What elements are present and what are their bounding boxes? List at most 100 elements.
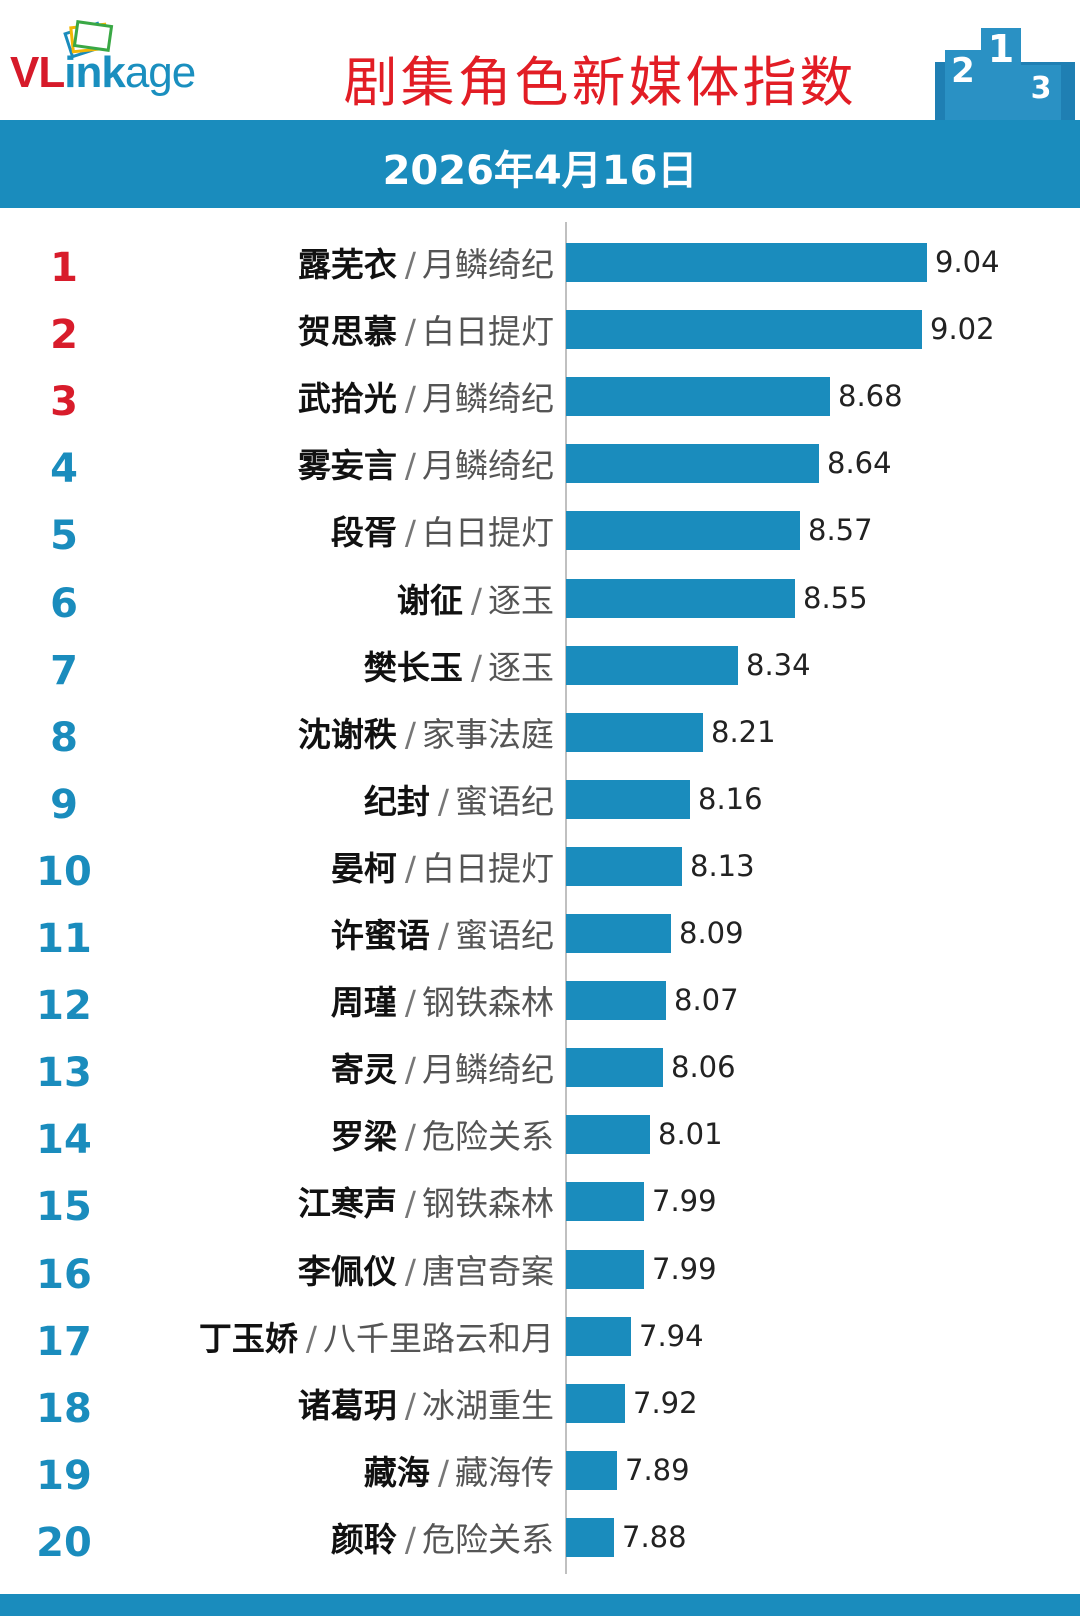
rank-number: 3 (50, 379, 78, 426)
data-label: 7.89 (625, 1452, 690, 1487)
bar-label: 诸葛玥 / 冰湖重生 (298, 1386, 554, 1426)
character-name: 谢征 (396, 580, 463, 620)
drama-name: 家事法庭 (422, 714, 554, 754)
bar (566, 1450, 617, 1490)
bar-label: 丁玉娇 / 八千里路云和月 (199, 1319, 554, 1359)
bar (566, 1182, 644, 1222)
bar-label: 罗梁 / 危险关系 (331, 1117, 554, 1157)
bar (566, 1115, 650, 1155)
chart-row: 5 段胥 / 白日提灯 8.57 (0, 503, 1080, 570)
drama-name: 蜜语纪 (455, 781, 554, 821)
drama-name: 白日提灯 (422, 513, 554, 553)
drama-name: 逐玉 (488, 580, 554, 620)
chart-row: 18 诸葛玥 / 冰湖重生 7.92 (0, 1376, 1080, 1443)
chart-row: 7 樊长玉 / 逐玉 8.34 (0, 638, 1080, 705)
bar (566, 511, 800, 551)
character-name: 樊长玉 (363, 647, 463, 687)
bar-label: 纪封 / 蜜语纪 (364, 782, 554, 822)
bar (566, 779, 690, 819)
data-label: 8.55 (803, 580, 868, 615)
rank-number: 17 (36, 1318, 92, 1365)
bar (566, 444, 819, 484)
bar (566, 1517, 614, 1557)
drama-name: 月鳞绮纪 (422, 379, 554, 419)
drama-name: 危险关系 (422, 1117, 554, 1157)
data-label: 9.02 (930, 312, 995, 347)
bar (566, 1249, 644, 1289)
bar (566, 846, 682, 886)
drama-name: 冰湖重生 (422, 1385, 554, 1425)
data-label: 8.06 (671, 1050, 736, 1085)
chart-row: 16 李佩仪 / 唐宫奇案 7.99 (0, 1242, 1080, 1309)
bar-label: 段胥 / 白日提灯 (331, 513, 554, 553)
date-band (0, 120, 1080, 208)
footer-band (0, 1594, 1080, 1616)
drama-name: 月鳞绮纪 (422, 1050, 554, 1090)
bar (566, 310, 922, 350)
data-label: 8.34 (746, 647, 811, 682)
label-separator: / (404, 446, 416, 486)
label-separator: / (404, 312, 416, 352)
bar-label: 晏柯 / 白日提灯 (331, 849, 554, 889)
chart-row: 4 雾妄言 / 月鳞绮纪 8.64 (0, 436, 1080, 503)
label-separator: / (404, 848, 416, 888)
label-separator: / (437, 916, 449, 955)
drama-name: 唐宫奇案 (422, 1251, 554, 1291)
character-name: 罗梁 (330, 1117, 397, 1157)
character-name: 纪封 (363, 781, 430, 821)
character-name: 李佩仪 (297, 1251, 397, 1291)
data-label: 8.13 (690, 848, 755, 883)
label-separator: / (404, 1117, 416, 1157)
data-label: 8.21 (711, 714, 776, 749)
data-label: 8.07 (674, 983, 739, 1018)
chart-row: 11 许蜜语 / 蜜语纪 8.09 (0, 906, 1080, 973)
svg-text:1: 1 (988, 27, 1014, 71)
drama-name: 逐玉 (488, 647, 554, 687)
character-name: 沈谢秩 (297, 714, 397, 754)
drama-name: 蜜语纪 (455, 916, 554, 955)
data-label: 7.99 (652, 1184, 717, 1219)
rank-number: 5 (50, 513, 78, 560)
rank-number: 1 (50, 245, 78, 291)
bar (566, 377, 830, 417)
label-separator: / (404, 245, 416, 284)
chart-row: 13 寄灵 / 月鳞绮纪 8.06 (0, 1040, 1080, 1107)
chart-row: 9 纪封 / 蜜语纪 8.16 (0, 772, 1080, 839)
bar (566, 1048, 663, 1088)
brand-logo: VLinkage (10, 48, 196, 97)
bar-label: 谢征 / 逐玉 (397, 581, 554, 621)
bar-label: 沈谢秩 / 家事法庭 (298, 715, 554, 755)
rank-number: 14 (36, 1117, 92, 1164)
label-separator: / (404, 379, 416, 419)
chart-row: 10 晏柯 / 白日提灯 8.13 (0, 839, 1080, 906)
bar-label: 樊长玉 / 逐玉 (364, 648, 554, 688)
rank-number: 2 (50, 312, 78, 359)
character-name: 诸葛玥 (297, 1385, 397, 1425)
rank-number: 15 (36, 1184, 92, 1231)
rank-number: 4 (50, 446, 78, 493)
data-label: 8.64 (827, 446, 892, 481)
date-label: 2026年4月16日 (382, 148, 698, 194)
bar-label: 贺思慕 / 白日提灯 (298, 312, 554, 352)
rank-number: 8 (50, 714, 78, 761)
character-name: 周瑾 (330, 983, 397, 1023)
rank-number: 7 (50, 647, 78, 694)
data-label: 8.57 (808, 513, 873, 548)
drama-name: 危险关系 (422, 1519, 554, 1559)
character-name: 丁玉娇 (198, 1318, 298, 1358)
chart-row: 14 罗梁 / 危险关系 8.01 (0, 1107, 1080, 1174)
chart-row: 2 贺思慕 / 白日提灯 9.02 (0, 302, 1080, 369)
rank-number: 12 (36, 983, 92, 1030)
label-separator: / (470, 647, 482, 687)
data-label: 7.99 (652, 1251, 717, 1286)
character-name: 雾妄言 (297, 446, 397, 486)
bar-label: 藏海 / 藏海传 (364, 1453, 554, 1493)
label-separator: / (437, 781, 449, 821)
bar-label: 颜聆 / 危险关系 (331, 1520, 554, 1560)
data-label: 8.68 (838, 379, 903, 414)
rank-number: 11 (36, 916, 92, 962)
data-label: 7.88 (622, 1519, 687, 1554)
drama-name: 钢铁森林 (422, 983, 554, 1023)
bar (566, 981, 666, 1021)
bar (566, 712, 703, 752)
